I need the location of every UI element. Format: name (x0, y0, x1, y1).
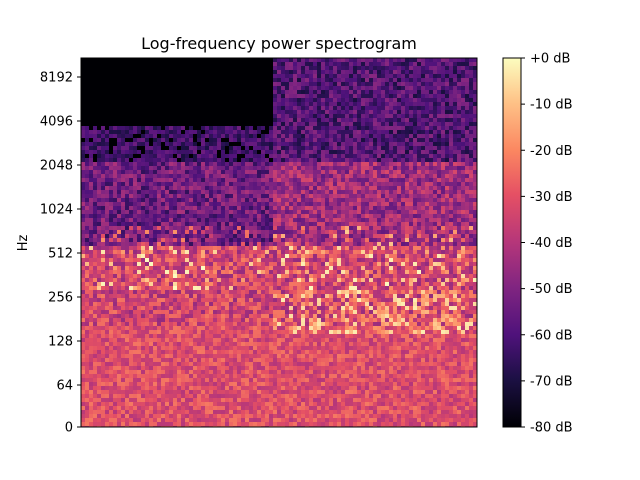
y-tick-label: 64 (56, 379, 73, 394)
colorbar-tick-label: +0 dB (530, 52, 570, 67)
colorbar-tick-label: -30 dB (530, 190, 573, 205)
chart-title: Log-frequency power spectrogram (141, 34, 417, 53)
y-tick-label: 4096 (40, 115, 73, 130)
y-axis-label: Hz (16, 235, 31, 252)
y-tick-label: 512 (48, 247, 73, 262)
y-tick-label: 0 (65, 421, 73, 436)
y-tick-label: 8192 (40, 71, 73, 86)
colorbar-tick-label: -70 dB (530, 374, 573, 389)
y-tick-label: 256 (48, 291, 73, 306)
y-axis-ticks: 0 64 128 256 512 1024 2048 4096 8192 (40, 71, 81, 436)
colorbar-tick-label: -10 dB (530, 98, 573, 113)
colorbar: +0 dB -10 dB -20 dB -30 dB -40 dB -50 dB -60 d… (502, 52, 573, 436)
y-tick-label: 128 (48, 335, 73, 350)
spectrogram-cells (81, 58, 477, 427)
colorbar-tick-label: -60 dB (530, 328, 573, 343)
spectrogram-image (81, 58, 477, 427)
y-tick-label: 2048 (40, 159, 73, 174)
y-tick-label: 1024 (40, 203, 73, 218)
colorbar-ticks: +0 dB -10 dB -20 dB -30 dB -40 dB -50 dB -60 d… (521, 52, 573, 436)
colorbar-tick-label: -20 dB (530, 144, 573, 159)
colorbar-tick-label: -50 dB (530, 282, 573, 297)
plot-frame (80, 57, 478, 428)
colorbar-tick-label: -80 dB (530, 421, 573, 436)
colorbar-tick-label: -40 dB (530, 236, 573, 251)
colorbar-gradient (502, 57, 522, 428)
